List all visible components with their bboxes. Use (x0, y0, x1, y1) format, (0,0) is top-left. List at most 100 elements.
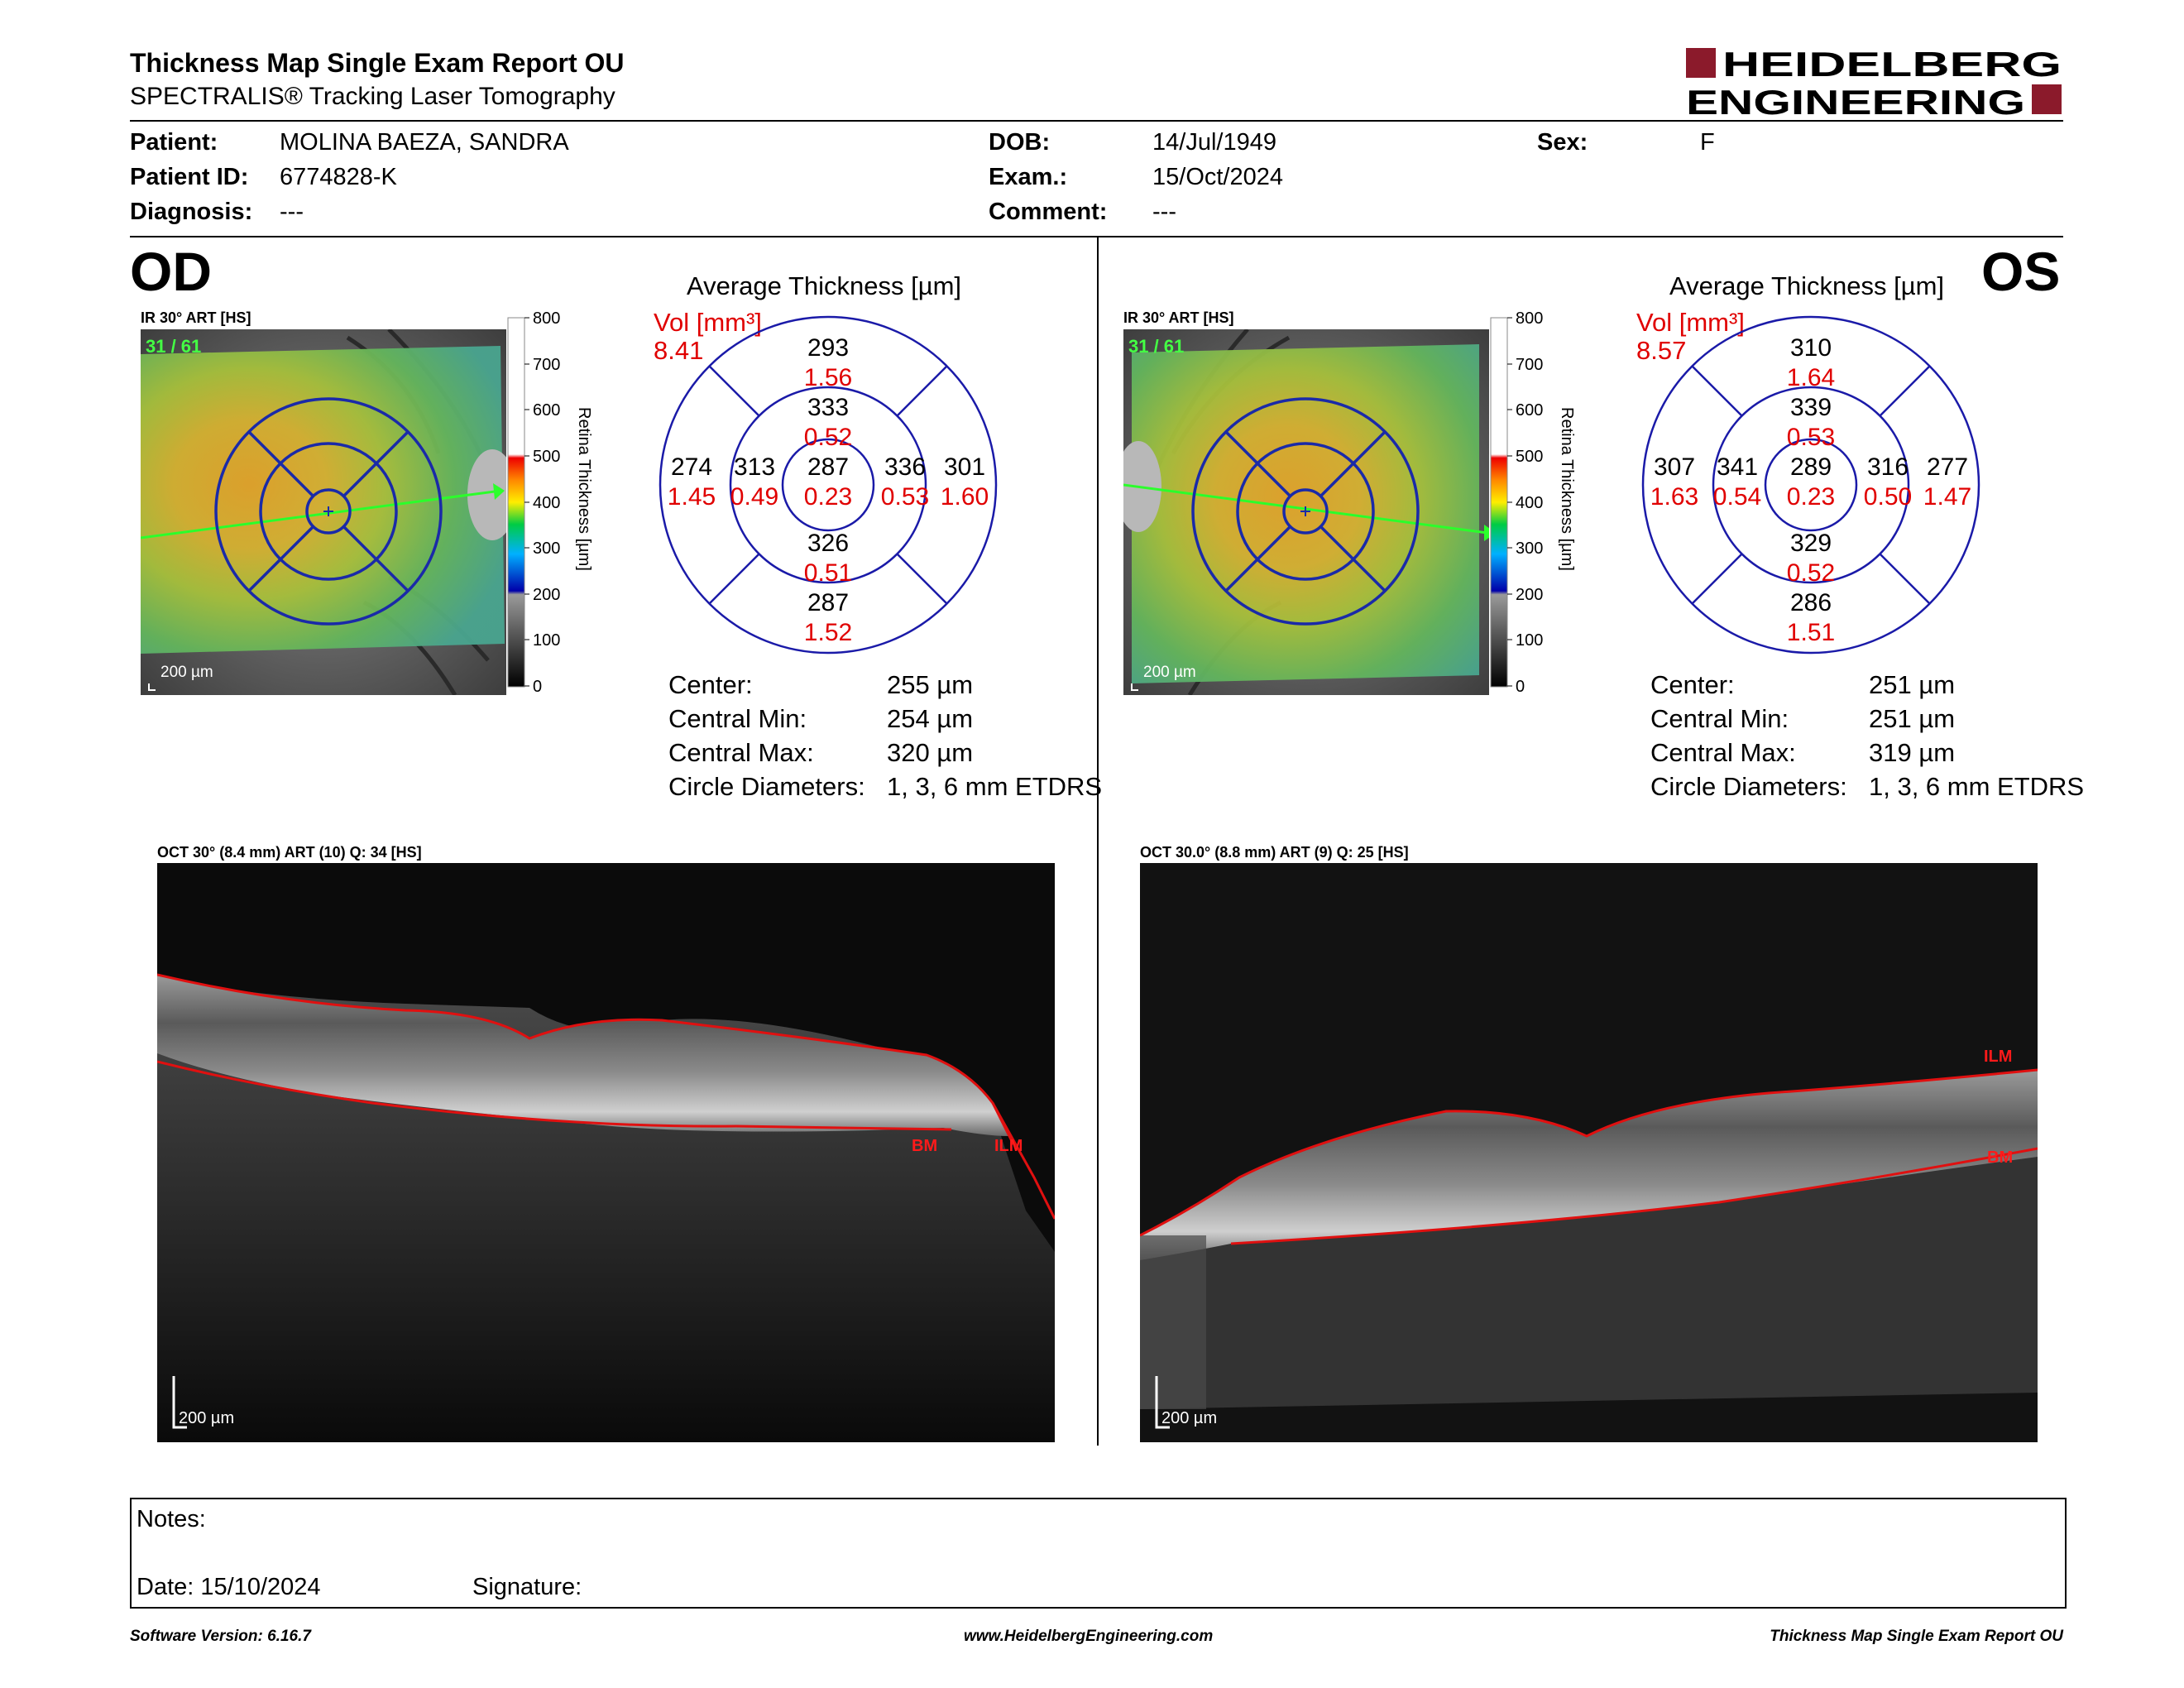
od-outer-left-volume: 1.45 (668, 483, 716, 511)
svg-text:600: 600 (1516, 401, 1543, 420)
comment-label: Comment: (989, 199, 1108, 225)
os-map-scalebar: 200 µm (1143, 664, 1196, 681)
dob-value: 14/Jul/1949 (1152, 129, 1276, 156)
od-outer-inf-thickness: 287 (807, 589, 849, 616)
os-etdrs-grid: 310 1.64 339 0.53 289 0.23 341 0.54 316 … (1640, 314, 1981, 655)
od-bm-tag: BM (912, 1137, 937, 1155)
patient-id: 6774828-K (280, 164, 397, 190)
svg-text:100: 100 (1516, 631, 1543, 650)
od-inner-left-thickness: 313 (734, 453, 775, 481)
od-diam-label: Circle Diameters: (668, 772, 865, 801)
exam-label: Exam.: (989, 164, 1068, 190)
os-outer-inf-volume: 1.51 (1787, 619, 1835, 646)
od-oct-bscan: BM ILM 200 µm (156, 863, 1056, 1442)
website-link[interactable]: www.HeidelbergEngineering.com (964, 1628, 1214, 1645)
os-inner-left-volume: 0.54 (1713, 483, 1761, 511)
patient-label: Patient: (130, 129, 218, 156)
os-frame-counter: 31 / 61 (1128, 336, 1184, 357)
os-diam-value: 1, 3, 6 mm ETDRS (1869, 772, 2085, 801)
os-vol-label: Vol [mm³] (1636, 308, 1745, 337)
od-center-value: 255 µm (887, 670, 974, 699)
footer-report-name: Thickness Map Single Exam Report OU (1770, 1628, 2063, 1645)
os-thickness-map: 31 / 61 200 µm (1115, 328, 1496, 697)
heidelberg-logo: HEIDELBERG ENGINEERING (1684, 45, 2065, 122)
svg-text:ENGINEERING: ENGINEERING (1686, 83, 2025, 119)
od-scale-axis-label: Retina Thickness [µm] (575, 407, 593, 571)
svg-text:200: 200 (1516, 586, 1543, 604)
svg-text:200: 200 (533, 586, 560, 604)
os-outer-sup-volume: 1.64 (1787, 364, 1835, 391)
os-vol-value: 8.57 (1636, 336, 1687, 365)
od-ilm-tag: ILM (994, 1137, 1023, 1155)
od-inner-inf-volume: 0.51 (804, 559, 852, 587)
od-thickness-map: 31 / 61 200 µm (140, 328, 517, 697)
os-diam-label: Circle Diameters: (1650, 772, 1847, 801)
od-center-volume: 0.23 (804, 483, 852, 511)
os-eye-label: OS (1981, 241, 2061, 302)
svg-text:400: 400 (1516, 494, 1543, 512)
od-oct-label: OCT 30° (8.4 mm) ART (10) Q: 34 [HS] (157, 844, 422, 861)
os-ir-label: IR 30° ART [HS] (1123, 309, 1234, 326)
sex-value: F (1700, 129, 1715, 156)
od-diam-value: 1, 3, 6 mm ETDRS (887, 772, 1103, 801)
od-inner-sup-volume: 0.52 (804, 424, 852, 451)
os-inner-right-volume: 0.50 (1864, 483, 1912, 511)
os-inner-inf-volume: 0.52 (1787, 559, 1835, 587)
od-eye-label: OD (130, 241, 212, 302)
od-inner-right-volume: 0.53 (881, 483, 929, 511)
os-oct-scalebar: 200 µm (1161, 1409, 1217, 1427)
report-subtitle: SPECTRALIS® Tracking Laser Tomography (130, 83, 615, 110)
os-scale-axis-label: Retina Thickness [µm] (1558, 407, 1576, 571)
os-min-value: 251 µm (1869, 704, 1956, 733)
od-frame-counter: 31 / 61 (146, 336, 201, 357)
report-title: Thickness Map Single Exam Report OU (130, 48, 625, 78)
diagnosis-label: Diagnosis: (130, 199, 253, 225)
od-outer-left-thickness: 274 (671, 453, 712, 481)
svg-text:100: 100 (533, 631, 560, 650)
od-vol-label: Vol [mm³] (654, 308, 762, 337)
od-map-scalebar: 200 µm (160, 664, 213, 681)
comment-value: --- (1152, 199, 1176, 225)
patient-id-label: Patient ID: (130, 164, 249, 190)
os-min-label: Central Min: (1650, 704, 1789, 733)
od-ir-label: IR 30° ART [HS] (141, 309, 251, 326)
svg-text:800: 800 (533, 309, 560, 328)
os-inner-sup-volume: 0.53 (1787, 424, 1835, 451)
svg-text:0: 0 (1516, 678, 1525, 696)
os-bm-tag: BM (1987, 1149, 2013, 1167)
od-min-label: Central Min: (668, 704, 807, 733)
od-center-label: Center: (668, 670, 753, 699)
od-max-value: 320 µm (887, 738, 974, 767)
os-oct-bscan: ILM BM 200 µm (1139, 863, 2038, 1442)
os-center-value: 251 µm (1869, 670, 1956, 699)
dob-label: DOB: (989, 129, 1051, 156)
od-inner-left-volume: 0.49 (730, 483, 778, 511)
od-thickness-scale: 800 700 600 500 400 300 200 100 0 Retina… (506, 308, 597, 705)
exam-value: 15/Oct/2024 (1152, 164, 1283, 190)
od-avg-title: Average Thickness [µm] (687, 271, 962, 300)
os-outer-left-volume: 1.63 (1650, 483, 1698, 511)
od-oct-scalebar: 200 µm (179, 1409, 234, 1427)
od-outer-sup-thickness: 293 (807, 334, 849, 362)
patient-name: MOLINA BAEZA, SANDRA (280, 129, 569, 156)
os-outer-right-thickness: 277 (1927, 453, 1968, 481)
od-min-value: 254 µm (887, 704, 974, 733)
notes-date: Date: 15/10/2024 (136, 1574, 321, 1600)
os-max-value: 319 µm (1869, 738, 1956, 767)
od-max-label: Central Max: (668, 738, 814, 767)
os-inner-left-thickness: 341 (1717, 453, 1758, 481)
os-inner-inf-thickness: 329 (1790, 530, 1832, 557)
svg-text:500: 500 (533, 448, 560, 466)
od-outer-sup-volume: 1.56 (804, 364, 852, 391)
software-version: Software Version: 6.16.7 (130, 1628, 311, 1645)
od-vol-value: 8.41 (654, 336, 704, 365)
os-oct-label: OCT 30.0° (8.8 mm) ART (9) Q: 25 [HS] (1140, 844, 1409, 861)
od-outer-inf-volume: 1.52 (804, 619, 852, 646)
svg-text:400: 400 (533, 494, 560, 512)
svg-text:800: 800 (1516, 309, 1543, 328)
os-inner-right-thickness: 316 (1867, 453, 1909, 481)
svg-text:700: 700 (533, 356, 560, 374)
sex-label: Sex: (1537, 129, 1588, 156)
svg-text:300: 300 (1516, 539, 1543, 558)
os-max-label: Central Max: (1650, 738, 1796, 767)
